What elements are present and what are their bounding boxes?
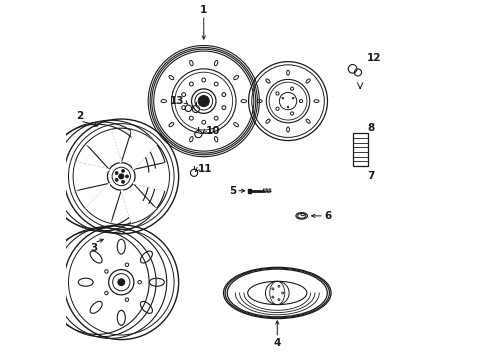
Text: 9: 9	[202, 96, 209, 106]
Polygon shape	[133, 162, 170, 191]
Circle shape	[119, 174, 124, 179]
Polygon shape	[86, 183, 111, 224]
Circle shape	[115, 172, 118, 175]
Text: 5: 5	[229, 186, 236, 196]
Text: 13: 13	[170, 96, 184, 106]
Polygon shape	[73, 162, 109, 191]
Bar	[353, 134, 368, 166]
Text: 4: 4	[273, 338, 281, 348]
Circle shape	[125, 175, 128, 178]
Text: 2: 2	[76, 111, 84, 121]
Circle shape	[198, 95, 209, 107]
Circle shape	[115, 178, 118, 181]
Text: 10: 10	[205, 126, 220, 135]
Circle shape	[122, 170, 124, 172]
Circle shape	[118, 279, 125, 285]
Text: 11: 11	[197, 164, 212, 174]
Polygon shape	[86, 129, 122, 163]
Text: 8: 8	[367, 123, 374, 133]
Text: 12: 12	[367, 53, 381, 63]
Text: 1: 1	[200, 5, 207, 15]
Circle shape	[122, 180, 124, 183]
Text: 3: 3	[91, 243, 98, 253]
Text: 7: 7	[367, 171, 374, 181]
Polygon shape	[132, 129, 157, 170]
Polygon shape	[122, 190, 157, 224]
Text: 6: 6	[324, 211, 331, 221]
Polygon shape	[248, 189, 251, 193]
